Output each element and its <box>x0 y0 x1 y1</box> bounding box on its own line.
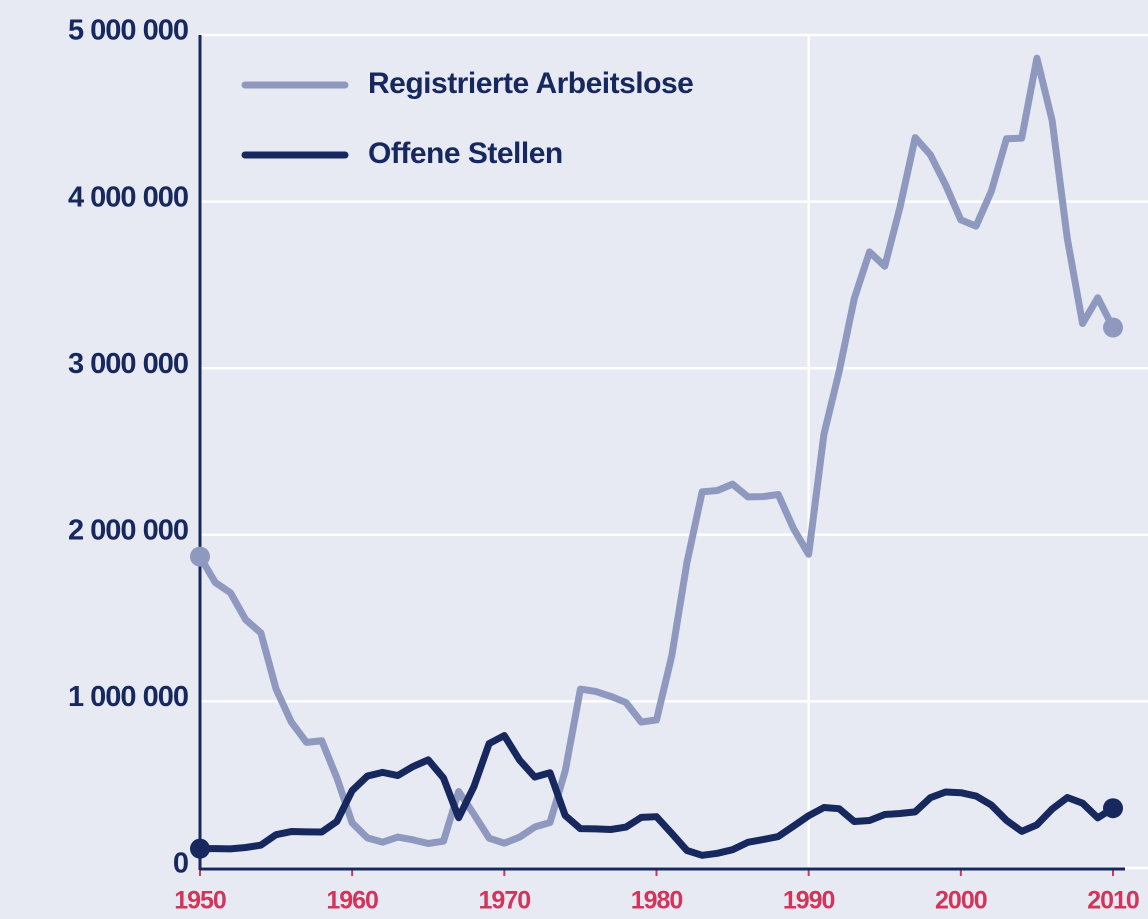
y-tick-label: 3 000 000 <box>68 348 188 380</box>
x-tick-label: 2010 <box>1087 887 1139 915</box>
legend-label: Offene Stellen <box>368 137 563 170</box>
x-tick-label: 2000 <box>935 887 987 915</box>
legend-label: Registrierte Arbeitslose <box>368 67 693 100</box>
x-tick-label: 1980 <box>631 887 683 915</box>
y-tick-label: 4 000 000 <box>68 181 188 213</box>
y-tick-label: 2 000 000 <box>68 514 188 546</box>
x-tick-label: 1960 <box>326 887 378 915</box>
end-point <box>190 838 210 859</box>
x-tick-label: 1970 <box>479 887 531 915</box>
x-tick-label: 1990 <box>783 887 835 915</box>
series-line <box>196 54 1117 848</box>
y-tick-label: 5 000 000 <box>68 15 188 47</box>
end-point <box>190 546 210 567</box>
series-line <box>200 732 1115 859</box>
y-tick-label: 0 <box>173 848 188 880</box>
y-tick-label: 1 000 000 <box>68 681 188 713</box>
x-tick-label: 1950 <box>174 887 226 915</box>
end-point <box>1103 798 1123 819</box>
end-point <box>1103 317 1123 338</box>
